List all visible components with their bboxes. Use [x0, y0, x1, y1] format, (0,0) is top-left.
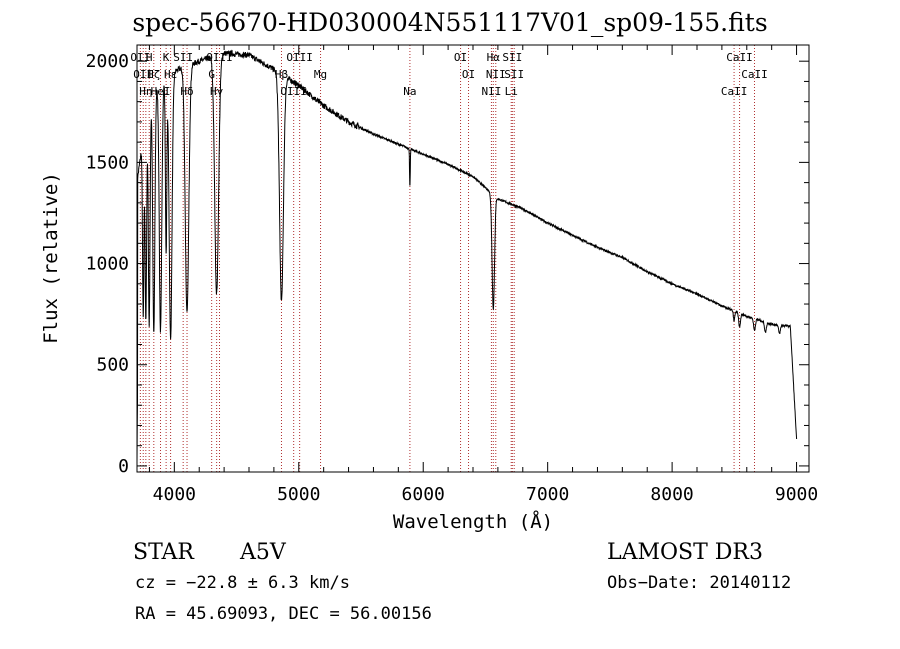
obs-date: Obs−Date: 20140112 — [607, 573, 792, 593]
x-tick-label: 8000 — [650, 484, 693, 505]
x-tick-label: 5000 — [277, 484, 320, 505]
plot-frame — [136, 44, 810, 473]
y-tick-label: 1000 — [86, 254, 129, 275]
line-label: OI — [454, 51, 467, 64]
line-label: CaII — [741, 68, 768, 81]
line-label: Hζ — [147, 68, 160, 81]
line-label: HeI — [151, 85, 171, 98]
spectrum-line — [136, 49, 798, 462]
x-tick-label: 4000 — [153, 484, 196, 505]
line-label: Na — [403, 85, 416, 98]
line-label: Hη — [139, 85, 152, 98]
line-label: OIII — [206, 51, 233, 64]
object-class: STAR — [133, 540, 194, 565]
line-label: NII — [481, 85, 501, 98]
line-label: Li — [505, 85, 518, 98]
line-label: NII — [486, 68, 506, 81]
x-tick-label: 6000 — [402, 484, 445, 505]
object-subclass: A5V — [240, 540, 286, 565]
line-label: Mg — [314, 68, 327, 81]
line-label: Hε — [164, 68, 177, 81]
y-tick-label: 500 — [96, 355, 129, 376]
line-label: H — [146, 51, 153, 64]
y-tick-label: 2000 — [86, 51, 129, 72]
tick-labels: 4000 5000 6000 7000 8000 9000 0 500 1000 1500 2000 — [86, 51, 819, 505]
x-tick-label: 9000 — [775, 484, 818, 505]
line-label: CaII — [726, 51, 753, 64]
line-label: OIII — [286, 51, 313, 64]
x-axis-label: Wavelength (Å) — [393, 510, 553, 533]
x-tick-label: 7000 — [526, 484, 569, 505]
chart-title: spec-56670-HD030004N551117V01_sp09-155.f… — [132, 8, 768, 37]
line-label: SII — [504, 68, 524, 81]
line-label: SII — [173, 51, 193, 64]
line-label: G — [208, 68, 215, 81]
redshift-info: cz = −22.8 ± 6.3 km/s — [135, 573, 350, 593]
ra-dec: RA = 45.69093, DEC = 56.00156 — [135, 604, 432, 624]
line-label: OI — [462, 68, 475, 81]
line-label: K — [163, 51, 170, 64]
line-label: Hγ — [210, 85, 224, 98]
line-markers — [139, 45, 755, 472]
line-labels: OIIOIIHηHHζHeIKHεHδSIIGHγOIIIHβOIIIOIIIM… — [130, 51, 767, 98]
survey-name: LAMOST DR3 — [607, 540, 763, 565]
line-label: Hα — [487, 51, 501, 64]
y-axis-label: Flux (relative) — [40, 172, 62, 344]
line-label: SII — [502, 51, 522, 64]
y-tick-label: 0 — [118, 456, 129, 477]
line-label: CaII — [721, 85, 748, 98]
line-label: OIII — [280, 85, 307, 98]
line-label: Hβ — [275, 68, 289, 81]
axis-ticks — [137, 45, 809, 472]
y-tick-label: 1500 — [86, 152, 129, 173]
line-label: Hδ — [180, 85, 193, 98]
line-label: OII — [133, 68, 153, 81]
